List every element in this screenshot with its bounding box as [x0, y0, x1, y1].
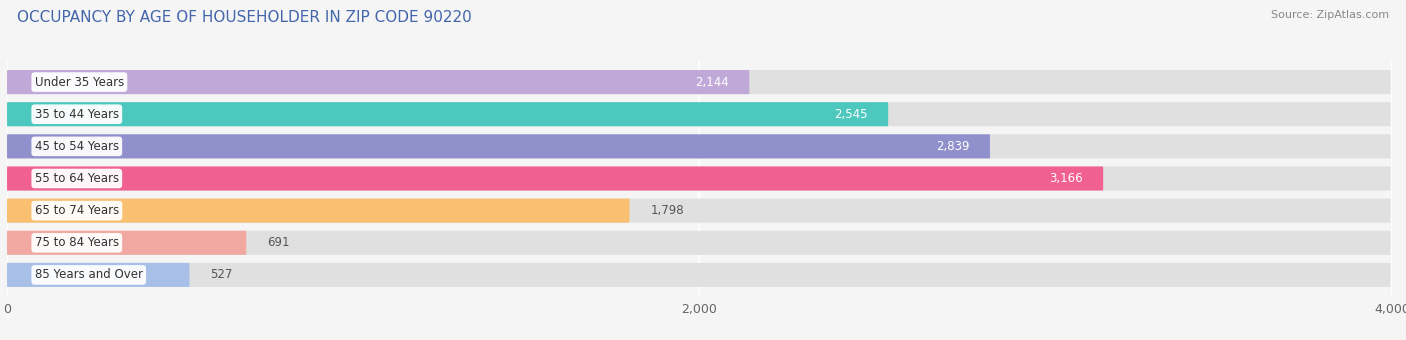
FancyBboxPatch shape [7, 263, 190, 287]
FancyBboxPatch shape [7, 263, 1391, 287]
FancyBboxPatch shape [7, 167, 1391, 190]
Text: 45 to 54 Years: 45 to 54 Years [35, 140, 120, 153]
Text: 691: 691 [267, 236, 290, 249]
Text: Source: ZipAtlas.com: Source: ZipAtlas.com [1271, 10, 1389, 20]
FancyBboxPatch shape [7, 199, 630, 223]
Text: 2,545: 2,545 [834, 108, 868, 121]
FancyBboxPatch shape [7, 231, 1391, 255]
FancyBboxPatch shape [7, 167, 1104, 190]
FancyBboxPatch shape [7, 70, 749, 94]
FancyBboxPatch shape [7, 134, 990, 158]
Text: 35 to 44 Years: 35 to 44 Years [35, 108, 120, 121]
FancyBboxPatch shape [7, 199, 1391, 223]
Text: OCCUPANCY BY AGE OF HOUSEHOLDER IN ZIP CODE 90220: OCCUPANCY BY AGE OF HOUSEHOLDER IN ZIP C… [17, 10, 471, 25]
Text: 3,166: 3,166 [1049, 172, 1083, 185]
FancyBboxPatch shape [7, 70, 1391, 94]
Text: 65 to 74 Years: 65 to 74 Years [35, 204, 120, 217]
Text: Under 35 Years: Under 35 Years [35, 75, 124, 89]
FancyBboxPatch shape [7, 231, 246, 255]
Text: 527: 527 [211, 268, 232, 282]
Text: 2,144: 2,144 [695, 75, 728, 89]
FancyBboxPatch shape [7, 134, 1391, 158]
FancyBboxPatch shape [7, 102, 889, 126]
Text: 85 Years and Over: 85 Years and Over [35, 268, 143, 282]
Text: 1,798: 1,798 [651, 204, 683, 217]
FancyBboxPatch shape [7, 102, 1391, 126]
Text: 55 to 64 Years: 55 to 64 Years [35, 172, 120, 185]
Text: 75 to 84 Years: 75 to 84 Years [35, 236, 120, 249]
Text: 2,839: 2,839 [936, 140, 969, 153]
